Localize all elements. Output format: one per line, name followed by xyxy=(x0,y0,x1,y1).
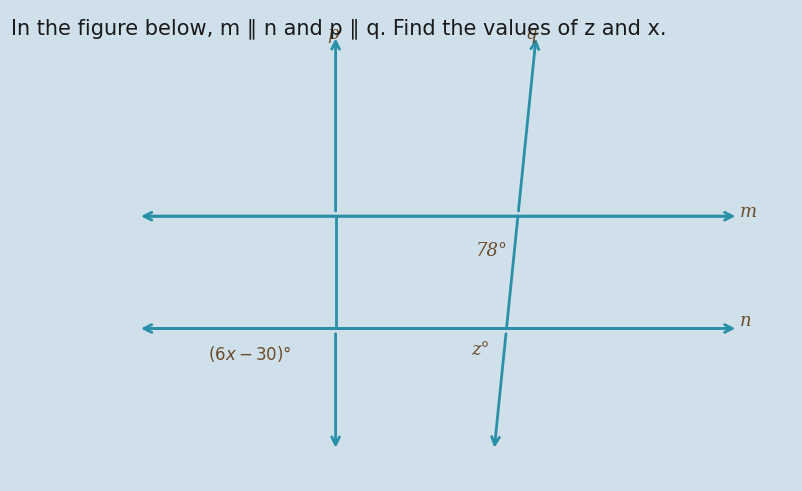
Text: 78°: 78° xyxy=(475,242,507,260)
Text: In the figure below, m ∥ n and p ∥ q. Find the values of z and x.: In the figure below, m ∥ n and p ∥ q. Fi… xyxy=(10,19,665,39)
Text: q: q xyxy=(525,25,537,43)
Text: n: n xyxy=(739,312,751,330)
Text: p: p xyxy=(327,25,338,43)
Text: m: m xyxy=(739,203,755,221)
Text: z°: z° xyxy=(470,341,488,359)
Text: $(6x - 30)°$: $(6x - 30)°$ xyxy=(208,344,291,364)
